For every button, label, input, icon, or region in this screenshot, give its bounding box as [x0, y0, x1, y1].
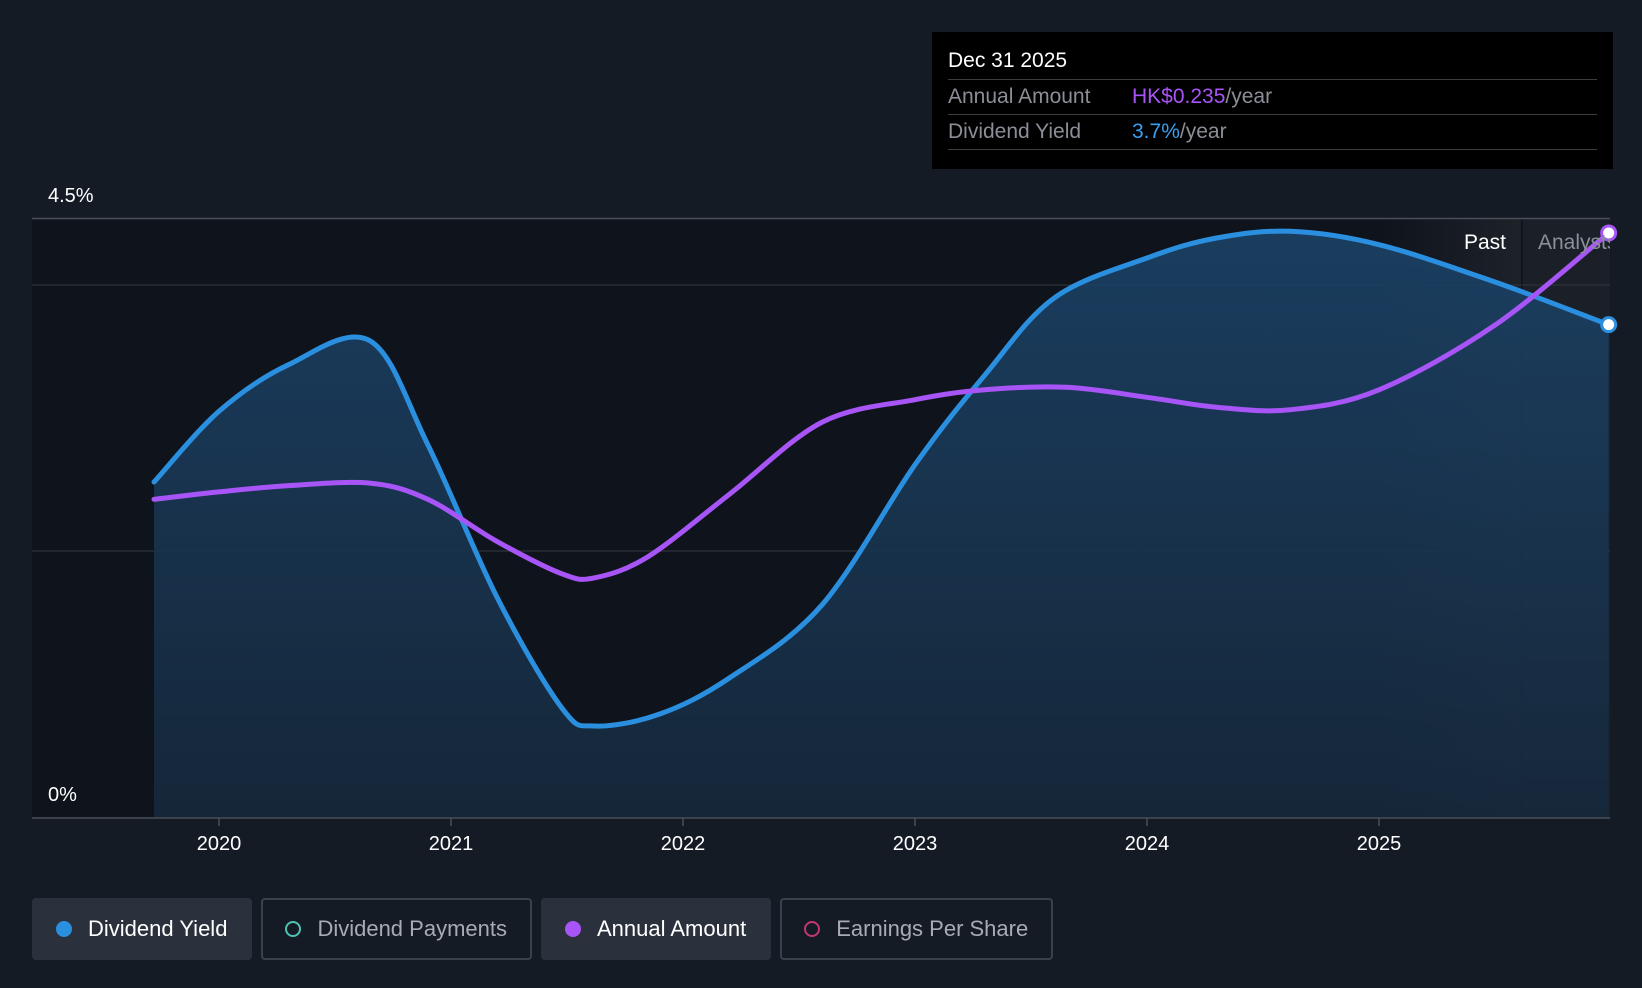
x-tick-label: 2023 [893, 833, 938, 855]
x-tick-label: 2021 [429, 833, 474, 855]
dividend-yield-line [151, 228, 1612, 729]
tooltip-value: 3.7% [1132, 120, 1180, 143]
tooltip-label: Annual Amount [948, 85, 1091, 108]
x-tick-label: 2022 [661, 833, 706, 855]
past-region-label: Past [1464, 231, 1506, 254]
filled-dot-icon [56, 921, 72, 937]
legend-label: Dividend Yield [88, 916, 228, 941]
legend-dividend-yield[interactable]: Dividend Yield [32, 898, 253, 960]
legend-annual-amount[interactable]: Annual Amount [540, 898, 772, 960]
tooltip-row-annual-amount: Annual Amount HK$0.235 /year [948, 79, 1597, 114]
tooltip: Dec 31 2025 Annual Amount HK$0.235 /year… [932, 32, 1613, 169]
tooltip-row-dividend-yield: Dividend Yield 3.7% /year [948, 114, 1597, 150]
x-tick-label: 2024 [1125, 833, 1170, 855]
annual-amount-line [151, 230, 1612, 582]
tooltip-value: HK$0.235 [1132, 85, 1226, 108]
x-axis: 2020 2021 2022 2023 2024 2025 [197, 818, 1402, 855]
legend-dividend-payments[interactable]: Dividend Payments [261, 898, 532, 960]
legend-label: Earnings Per Share [836, 916, 1029, 941]
filled-dot-icon [564, 921, 581, 937]
x-tick-label: 2020 [197, 833, 242, 855]
x-tick-label: 2025 [1357, 833, 1402, 855]
tooltip-unit: /year [1179, 120, 1227, 143]
legend: Dividend Yield Dividend Payments Annual … [32, 898, 1062, 960]
hollow-dot-icon [285, 921, 302, 937]
legend-label: Dividend Payments [317, 916, 507, 941]
legend-earnings-per-share[interactable]: Earnings Per Share [780, 898, 1054, 960]
hollow-dot-icon [804, 921, 821, 937]
legend-label: Annual Amount [596, 916, 747, 941]
tooltip-label: Dividend Yield [948, 120, 1082, 143]
tooltip-date: Dec 31 2025 [948, 49, 1068, 72]
analysts-region-label: Analysts [1538, 231, 1617, 254]
y-axis-label-top: 4.5% [48, 185, 94, 207]
tooltip-unit: /year [1225, 85, 1273, 108]
dividend-yield-endpoint[interactable] [1600, 316, 1618, 334]
dividend-yield-area [154, 231, 1609, 819]
annual-amount-endpoint[interactable] [1600, 224, 1618, 242]
y-axis-label-bottom: 0% [48, 784, 77, 806]
